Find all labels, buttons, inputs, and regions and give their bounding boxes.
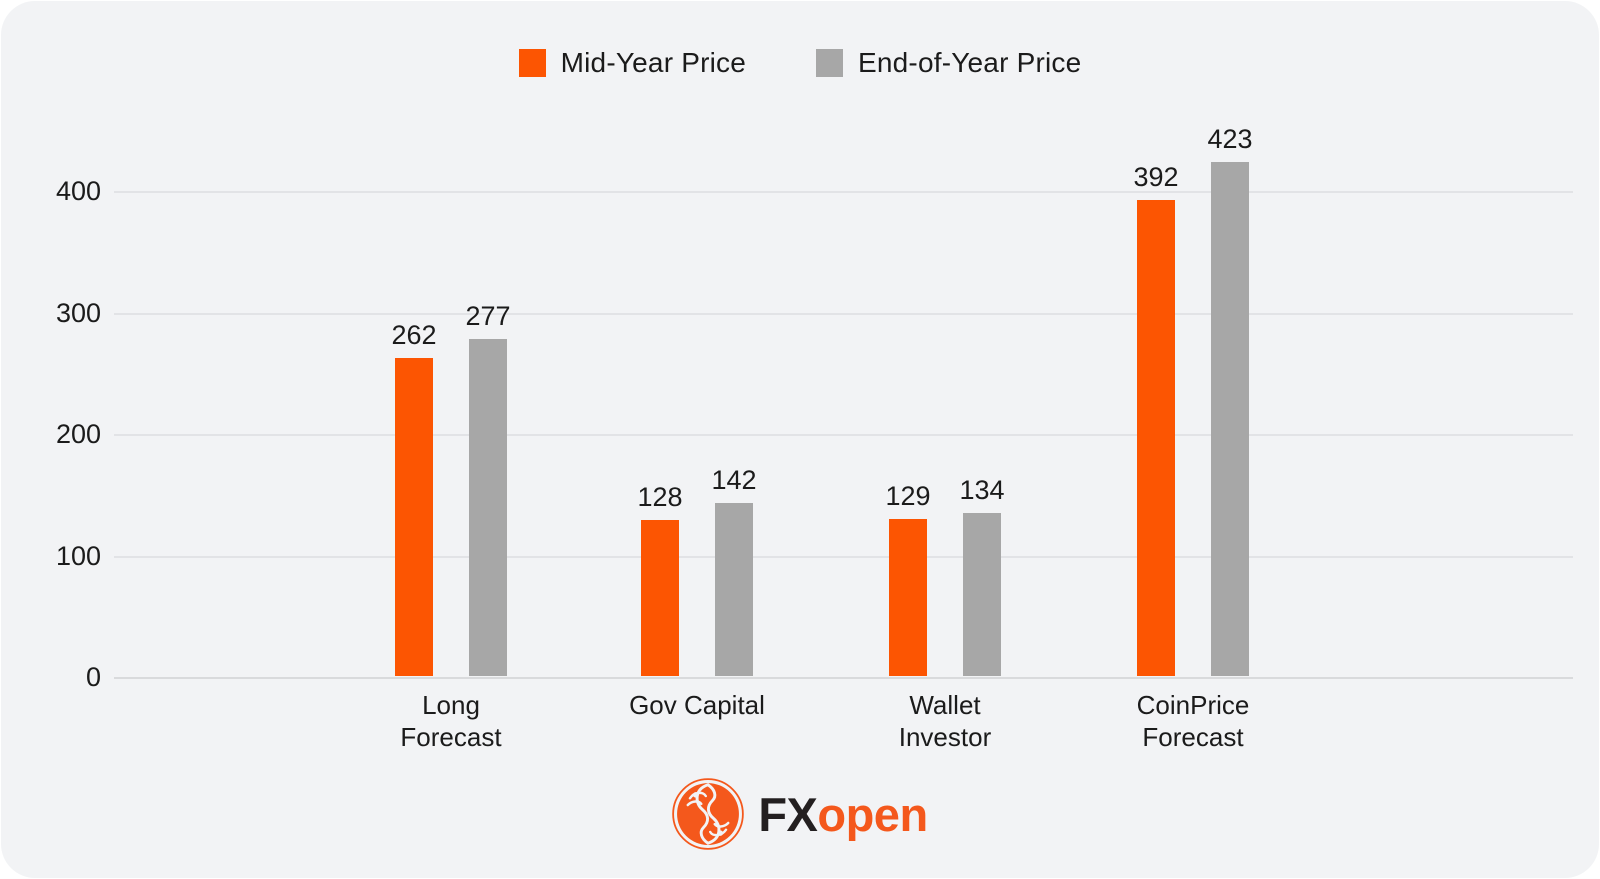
x-axis-line <box>114 677 1573 679</box>
bar-mid-year-price: 129 <box>885 481 931 676</box>
x-axis-category-label: Wallet Investor <box>898 690 992 752</box>
bar-mid-year-price: 392 <box>1133 162 1179 676</box>
bar-group-long-forecast: 262 277 <box>351 301 551 676</box>
bar-end-of-year-price: 277 <box>465 301 511 676</box>
y-axis-tick-label: 100 <box>55 540 101 571</box>
bar-value-label: 262 <box>391 320 437 350</box>
x-axis-category-label: CoinPrice Forecast <box>1136 690 1250 752</box>
bar-value-label: 142 <box>711 465 757 495</box>
bar-end-of-year-price: 134 <box>959 475 1005 676</box>
gridline <box>114 312 1573 315</box>
logo-text-fx: FX <box>758 787 818 841</box>
bar-mid-year-price: 128 <box>637 482 683 676</box>
chart-legend: Mid-Year Price End-of-Year Price <box>1 45 1599 81</box>
bar-value-label: 392 <box>1133 162 1179 192</box>
bar-group-wallet-investor: 129 134 <box>845 475 1045 676</box>
y-axis-tick-label: 300 <box>55 297 101 328</box>
bar-value-label: 129 <box>885 481 931 511</box>
x-axis-category-label: Long Forecast <box>400 690 502 752</box>
gridline <box>114 434 1573 436</box>
fxopen-emblem-icon <box>672 778 745 850</box>
bar-value-label: 277 <box>465 301 511 331</box>
bar-value-label: 423 <box>1207 124 1253 154</box>
legend-item-end-of-year: End-of-Year Price <box>816 47 1081 79</box>
gridline <box>114 191 1573 193</box>
bar-end-of-year-price: 423 <box>1207 124 1253 676</box>
y-axis-tick-label: 200 <box>55 419 101 449</box>
bar-value-label: 134 <box>959 475 1005 505</box>
bar-group-coinprice-forecast: 392 423 <box>1093 124 1293 676</box>
gridline <box>114 555 1573 558</box>
legend-swatch-icon <box>816 49 843 77</box>
y-axis-tick-label: 0 <box>85 662 101 692</box>
legend-swatch-icon <box>518 49 546 77</box>
bar-value-label: 128 <box>637 482 683 512</box>
logo-text-open: open <box>817 787 928 841</box>
bar-group-gov-capital: 128 142 <box>597 465 797 676</box>
bar-mid-year-price: 262 <box>391 320 437 676</box>
x-axis-category-label: Gov Capital <box>629 690 765 720</box>
fxopen-logo: FX open <box>1 776 1599 852</box>
bar-end-of-year-price: 142 <box>711 465 757 676</box>
fxopen-wordmark: FX open <box>758 787 928 842</box>
legend-label: End-of-Year Price <box>858 47 1082 78</box>
legend-label: Mid-Year Price <box>560 47 746 78</box>
y-axis-tick-label: 400 <box>55 176 101 206</box>
legend-item-mid-year: Mid-Year Price <box>518 47 746 79</box>
